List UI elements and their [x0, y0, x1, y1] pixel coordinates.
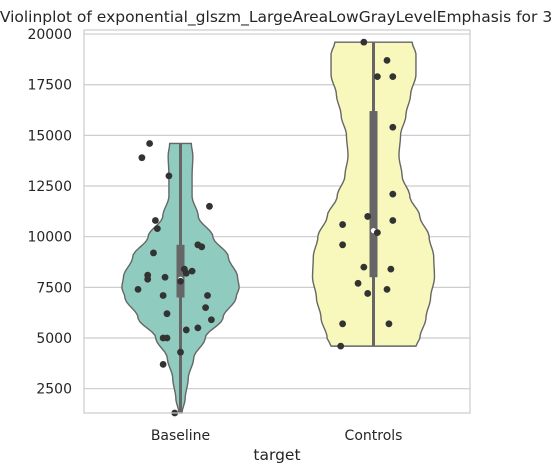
strip-point — [144, 272, 151, 279]
strip-point — [389, 124, 396, 131]
strip-point — [166, 173, 173, 180]
strip-point — [339, 221, 346, 228]
y-tick-label: 12500 — [27, 179, 72, 195]
strip-point — [177, 278, 184, 285]
chart-title: Violinplot of exponential_glszm_LargeAre… — [0, 8, 552, 27]
y-tick-labels: 2500 5000 7500 10000 12500 15000 17500 20000 — [27, 27, 72, 398]
strip-point — [374, 229, 381, 236]
strip-point — [162, 274, 169, 281]
strip-point — [384, 57, 391, 64]
strip-point — [208, 316, 215, 323]
strip-point — [386, 320, 393, 327]
strip-point — [202, 304, 209, 311]
strip-point — [183, 327, 190, 334]
strip-point — [389, 217, 396, 224]
strip-point — [389, 191, 396, 198]
x-tick-label: Baseline — [151, 428, 210, 444]
strip-point — [339, 320, 346, 327]
strip-point — [160, 361, 167, 368]
strip-point — [364, 290, 371, 297]
strip-point — [360, 264, 367, 271]
strip-point — [364, 213, 371, 220]
strip-point — [154, 225, 161, 232]
x-axis-label: target — [253, 446, 300, 464]
strip-point — [139, 154, 146, 161]
strip-point — [146, 140, 153, 147]
strip-point — [204, 292, 211, 299]
strip-point — [355, 280, 362, 287]
strip-point — [164, 310, 171, 317]
y-tick-label: 7500 — [36, 280, 72, 296]
x-tick-label: Controls — [345, 428, 403, 444]
strip-point — [181, 266, 188, 273]
y-tick-label: 10000 — [27, 230, 72, 246]
y-tick-label: 2500 — [36, 382, 72, 398]
strip-point — [194, 324, 201, 331]
strip-point — [177, 349, 184, 356]
strip-point — [152, 217, 159, 224]
strip-point — [194, 241, 201, 248]
strip-point — [160, 292, 167, 299]
strip-point — [387, 266, 394, 273]
y-tick-label: 5000 — [36, 331, 72, 347]
strip-point — [384, 286, 391, 293]
y-tick-label: 20000 — [27, 27, 72, 43]
violins — [122, 42, 435, 413]
strip-point — [150, 250, 157, 257]
x-tick-labels: Baseline Controls — [151, 428, 403, 444]
y-tick-label: 15000 — [27, 128, 72, 144]
strip-point — [374, 73, 381, 80]
strip-point — [339, 241, 346, 248]
strip-point — [360, 39, 367, 46]
strip-point — [164, 335, 171, 342]
strip-point — [189, 268, 196, 275]
strip-point — [337, 343, 344, 350]
strip-point — [135, 286, 142, 293]
y-tick-label: 17500 — [27, 78, 72, 94]
strip-point — [389, 73, 396, 80]
strip-point — [206, 203, 213, 210]
violin-iqr-box — [370, 111, 378, 277]
